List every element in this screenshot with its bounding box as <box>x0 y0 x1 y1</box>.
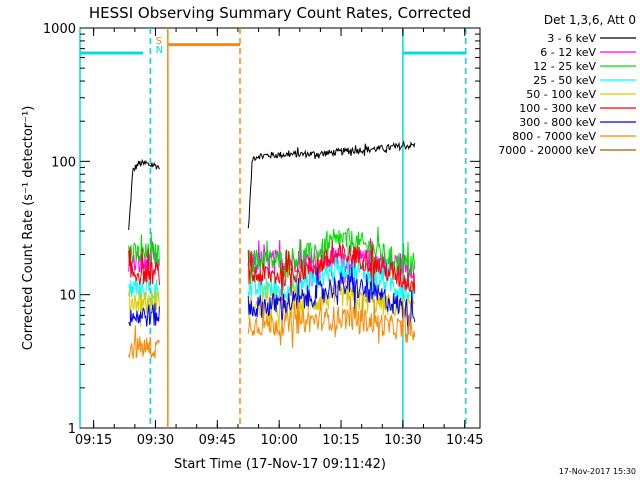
legend-label-7: 800 - 7000 keV <box>512 130 596 143</box>
y-tick-label: 1 <box>68 422 76 437</box>
plot-area: SN 09:15 09:30 09:45 10:00 10:15 10:30 10:45 1… <box>43 22 484 448</box>
legend-label-0: 3 - 6 keV <box>547 32 596 45</box>
markers-layer <box>79 28 467 428</box>
y-tick-label: 1000 <box>43 22 76 37</box>
legend-title: Det 1,3,6, Att 0 <box>544 13 636 27</box>
series-layer <box>128 140 416 359</box>
series-7-segment-1 <box>247 296 416 348</box>
series-7-segment-0 <box>128 325 160 359</box>
y-axis-label: Corrected Count Rate (s⁻¹ detector⁻¹) <box>21 106 36 351</box>
y-axis-ticks: 1 10 100 1000 <box>43 22 480 437</box>
series-4-segment-0 <box>128 289 160 328</box>
chart-title: HESSI Observing Summary Count Rates, Cor… <box>89 4 471 22</box>
series-6-segment-1 <box>247 266 416 335</box>
x-tick-label: 09:45 <box>199 433 236 448</box>
legend-label-2: 12 - 25 keV <box>533 60 596 73</box>
series-5-segment-1 <box>247 241 416 301</box>
x-axis-label: Start Time (17-Nov-17 09:11:42) <box>174 457 386 472</box>
x-tick-label: 10:00 <box>260 433 297 448</box>
date-stamp: 17-Nov-2017 15:30 <box>559 467 636 476</box>
legend-label-1: 6 - 12 keV <box>540 46 596 59</box>
attenuator-bars-layer <box>80 43 466 55</box>
series-2-segment-0 <box>128 232 160 267</box>
series-0-segment-0 <box>128 158 160 231</box>
legend-label-8: 7000 - 20000 keV <box>498 144 596 157</box>
x-tick-label: 10:45 <box>446 433 483 448</box>
legend-label-6: 300 - 800 keV <box>519 116 596 129</box>
series-5-segment-0 <box>128 247 160 286</box>
y-tick-label: 10 <box>59 289 76 304</box>
plot-frame <box>79 27 481 429</box>
series-0-segment-1 <box>247 140 416 229</box>
legend-label-4: 50 - 100 keV <box>526 88 596 101</box>
y-tick-label: 100 <box>51 155 76 170</box>
x-axis-ticks: 09:15 09:30 09:45 10:00 10:15 10:30 10:45 <box>75 28 483 448</box>
legend-label-3: 25 - 50 keV <box>533 74 596 87</box>
legend-label-5: 100 - 300 keV <box>519 102 596 115</box>
flag-s: S <box>156 36 162 47</box>
x-tick-label: 10:15 <box>322 433 359 448</box>
flag-n: N <box>156 45 163 56</box>
x-tick-label: 09:30 <box>137 433 174 448</box>
flags-layer: SN <box>156 36 163 56</box>
series-6-segment-0 <box>128 303 160 327</box>
x-tick-label: 09:15 <box>75 433 112 448</box>
x-tick-label: 10:30 <box>384 433 421 448</box>
